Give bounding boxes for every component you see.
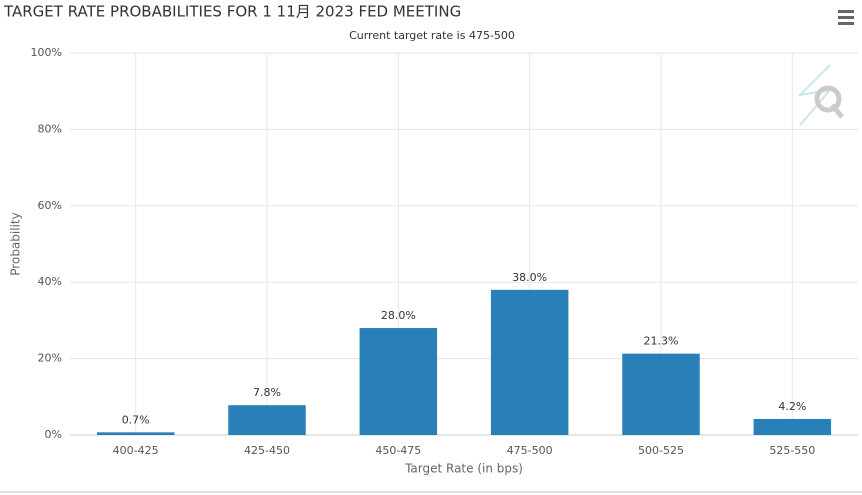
bar <box>228 405 306 435</box>
x-tick-label: 425-450 <box>244 444 290 457</box>
x-tick-label: 450-475 <box>375 444 421 457</box>
x-axis-title: Target Rate (in bps) <box>404 462 523 476</box>
y-tick-label: 0% <box>45 428 62 441</box>
menu-button[interactable] <box>838 10 854 25</box>
logo-q-tail <box>830 103 844 119</box>
x-tick-label: 475-500 <box>507 444 553 457</box>
chart-title: TARGET RATE PROBABILITIES FOR 1 11月 2023… <box>3 3 461 21</box>
bar <box>753 418 832 435</box>
x-tick-label: 525-550 <box>769 444 815 457</box>
x-tick-label: 500-525 <box>638 444 684 457</box>
data-label: 21.3% <box>644 335 679 348</box>
menu-bar[interactable] <box>838 10 854 13</box>
bar <box>96 432 175 435</box>
y-tick-label: 80% <box>38 122 62 135</box>
menu-bar[interactable] <box>838 16 854 19</box>
bar <box>622 353 700 435</box>
logo-q <box>814 85 842 113</box>
chart-subtitle: Current target rate is 475-500 <box>349 29 515 42</box>
logo <box>797 64 844 126</box>
y-tick-label: 20% <box>38 352 62 365</box>
data-label: 28.0% <box>381 309 416 322</box>
bar <box>359 328 438 435</box>
y-tick-label: 40% <box>38 275 62 288</box>
y-tick-label: 60% <box>38 199 62 212</box>
y-axis-title: Probability <box>9 212 23 275</box>
data-label: 38.0% <box>512 271 547 284</box>
data-label: 7.8% <box>253 386 281 399</box>
logo-mark <box>797 64 833 126</box>
menu-bar[interactable] <box>838 22 854 25</box>
x-tick-label: 400-425 <box>113 444 159 457</box>
bar <box>490 289 569 435</box>
y-tick-label: 100% <box>31 46 62 59</box>
data-label: 0.7% <box>122 413 150 426</box>
data-label: 4.2% <box>778 400 806 413</box>
